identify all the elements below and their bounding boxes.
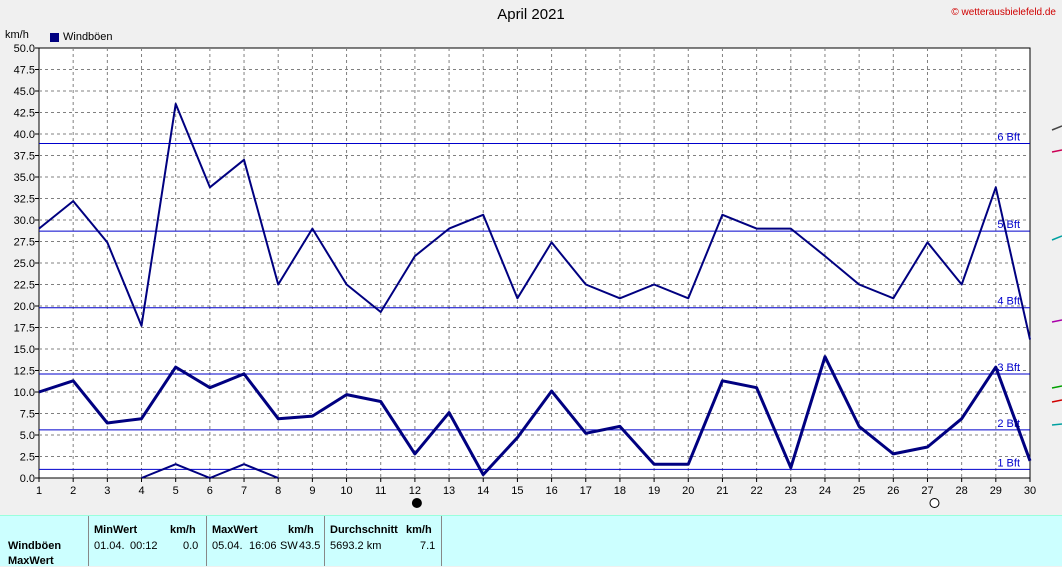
full-moon-icon bbox=[929, 498, 940, 508]
legend: Windböen bbox=[50, 31, 113, 43]
copyright-link[interactable]: © wetterausbielefeld.de bbox=[951, 7, 1056, 18]
y-tick-label: 35.0 bbox=[14, 172, 35, 184]
y-tick-label: 12.5 bbox=[14, 366, 35, 378]
y-tick-label: 42.5 bbox=[14, 108, 35, 120]
min-time: 00:12 bbox=[130, 540, 158, 552]
x-tick-label: 20 bbox=[682, 485, 694, 497]
y-tick-label: 7.5 bbox=[20, 409, 35, 421]
beaufort-label: 6 Bft bbox=[997, 131, 1020, 143]
x-tick-label: 7 bbox=[241, 485, 247, 497]
min-value: 0.0 bbox=[183, 540, 199, 552]
stats-panel: Windböen MaxWert MinWert km/h 01.04. 00:… bbox=[0, 515, 1062, 567]
x-tick-label: 3 bbox=[104, 485, 110, 497]
max-date: 05.04. bbox=[212, 540, 243, 552]
x-tick-label: 6 bbox=[207, 485, 213, 497]
x-tick-label: 12 bbox=[409, 485, 421, 497]
avg-unit: km/h bbox=[406, 524, 432, 536]
new-moon-icon bbox=[411, 498, 422, 508]
max-time: 16:06 bbox=[249, 540, 277, 552]
legend-swatch-icon bbox=[50, 32, 59, 42]
y-tick-label: 25.0 bbox=[14, 258, 35, 270]
y-tick-label: 45.0 bbox=[14, 86, 35, 98]
beaufort-label: 1 Bft bbox=[997, 457, 1020, 469]
x-tick-label: 16 bbox=[545, 485, 557, 497]
x-tick-label: 9 bbox=[309, 485, 315, 497]
series-line-1 bbox=[38, 102, 1031, 340]
series-line-2 bbox=[38, 355, 1032, 477]
beaufort-label: 4 Bft bbox=[997, 296, 1020, 308]
y-tick-label: 40.0 bbox=[14, 129, 35, 141]
x-tick-label: 19 bbox=[648, 485, 660, 497]
beaufort-label: 5 Bft bbox=[997, 219, 1020, 231]
x-tick-label: 18 bbox=[614, 485, 626, 497]
y-tick-label: 22.5 bbox=[14, 280, 35, 292]
y-tick-label: 10.0 bbox=[14, 387, 35, 399]
x-tick-label: 11 bbox=[375, 485, 386, 497]
y-tick-label: 32.5 bbox=[14, 194, 35, 206]
y-tick-label: 30.0 bbox=[14, 215, 35, 227]
y-axis-ticks: 0.0 2.5 5.0 7.5 10.0 12.5 15.0 17.5 20.0 22.5 25.0… bbox=[14, 43, 39, 485]
stats-divider bbox=[441, 516, 442, 566]
beaufort-label: 3 Bft bbox=[997, 362, 1020, 374]
y-tick-label: 5.0 bbox=[20, 430, 35, 442]
plot-area bbox=[38, 47, 1031, 479]
x-tick-label: 28 bbox=[956, 485, 968, 497]
y-tick-label: 17.5 bbox=[14, 323, 35, 335]
stats-divider bbox=[324, 516, 325, 566]
avg-value: 7.1 bbox=[420, 540, 436, 552]
max-value: 43.5 bbox=[299, 540, 321, 552]
avg-header: Durchschnitt bbox=[330, 524, 398, 536]
x-tick-label: 15 bbox=[511, 485, 523, 497]
stats-divider bbox=[206, 516, 207, 566]
stats-divider bbox=[88, 516, 89, 566]
x-tick-label: 4 bbox=[138, 485, 144, 497]
x-tick-label: 8 bbox=[275, 485, 281, 497]
x-tick-label: 21 bbox=[716, 485, 728, 497]
avg-distance: 5693.2 km bbox=[330, 540, 382, 552]
x-tick-label: 13 bbox=[443, 485, 455, 497]
stats-row-label: Windböen bbox=[8, 540, 62, 552]
x-axis-ticks: 1 2 3 4 5 6 7 8 9 10 11 12 13 14 15 16 17 18 19 20 21 22 23 24 2… bbox=[36, 478, 1036, 497]
x-tick-label: 5 bbox=[173, 485, 179, 497]
x-tick-label: 17 bbox=[580, 485, 592, 497]
x-tick-label: 1 bbox=[36, 485, 42, 497]
chart-title: April 2021 bbox=[497, 6, 565, 23]
y-tick-label: 2.5 bbox=[20, 452, 35, 464]
y-tick-label: 50.0 bbox=[14, 43, 35, 55]
min-unit: km/h bbox=[170, 524, 196, 536]
min-header: MinWert bbox=[94, 524, 138, 536]
x-tick-label: 30 bbox=[1024, 485, 1036, 497]
x-tick-label: 29 bbox=[990, 485, 1002, 497]
legend-label: Windböen bbox=[63, 31, 113, 43]
right-edge-marks bbox=[1051, 125, 1062, 426]
max-header: MaxWert bbox=[212, 524, 258, 536]
y-tick-label: 47.5 bbox=[14, 65, 35, 77]
y-tick-label: 27.5 bbox=[14, 237, 35, 249]
x-tick-label: 14 bbox=[477, 485, 489, 497]
min-date: 01.04. bbox=[94, 540, 125, 552]
y-tick-label: 20.0 bbox=[14, 301, 35, 313]
max-direction: SW bbox=[280, 540, 298, 552]
max-unit: km/h bbox=[288, 524, 314, 536]
x-tick-label: 22 bbox=[750, 485, 762, 497]
y-tick-label: 15.0 bbox=[14, 344, 35, 356]
moon-phase-markers bbox=[411, 498, 940, 508]
x-tick-label: 10 bbox=[340, 485, 352, 497]
stats-row-label: MaxWert bbox=[8, 555, 54, 567]
x-tick-label: 23 bbox=[785, 485, 797, 497]
y-axis-unit: km/h bbox=[5, 29, 29, 41]
x-tick-label: 25 bbox=[853, 485, 865, 497]
x-tick-label: 26 bbox=[887, 485, 899, 497]
x-tick-label: 24 bbox=[819, 485, 831, 497]
y-tick-label: 0.0 bbox=[20, 473, 35, 485]
x-tick-label: 2 bbox=[70, 485, 76, 497]
y-tick-label: 37.5 bbox=[14, 151, 35, 163]
x-tick-label: 27 bbox=[921, 485, 933, 497]
